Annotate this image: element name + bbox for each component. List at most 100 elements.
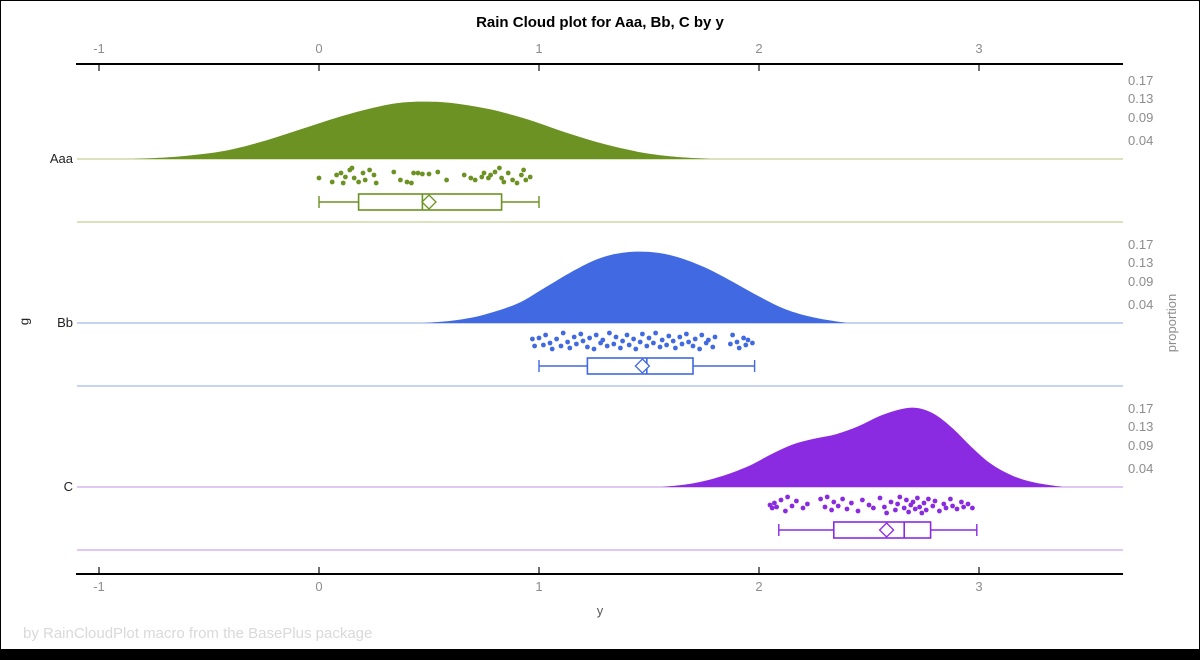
rain-point-c [941,501,947,507]
proportion-tick-label: 0.09 [1128,438,1154,453]
rain-point-aaa [479,174,485,180]
rain-point-c [917,504,922,510]
rain-point-bb [710,344,716,350]
rain-point-bb [549,346,555,352]
rain-point-bb [690,343,696,349]
rain-point-c [930,503,936,509]
rain-point-aaa [519,172,524,178]
rain-point-aaa [362,177,368,183]
rain-point-aaa [391,169,397,175]
rain-point-c [778,497,784,503]
rain-point-bb [679,341,685,347]
rain-point-aaa [316,175,322,181]
rain-point-bb [611,341,617,347]
rain-point-bb [618,345,623,351]
rain-point-c [877,495,883,501]
footer-credit: by RainCloudPlot macro from the BasePlus… [23,625,373,642]
proportion-tick-label: 0.13 [1128,419,1154,434]
rain-point-bb [659,337,665,343]
rain-point-aaa [435,169,441,175]
rain-point-bb [541,342,546,348]
rain-point-c [840,496,845,502]
rain-point-aaa [351,175,357,181]
rain-point-c [822,504,828,510]
bottom-black-bar [1,649,1199,659]
rain-point-bb [736,345,742,351]
rain-point-aaa [398,177,403,183]
rain-point-c [954,506,960,512]
rain-point-c [794,498,799,504]
rain-point-aaa [340,180,346,186]
rain-point-aaa [468,175,474,181]
rain-point-c [915,495,920,501]
y-axis-label-left: g [16,317,32,326]
rain-point-aaa [505,170,511,176]
rain-point-c [866,502,872,508]
y-axis-label-right: proportion [1164,293,1179,353]
rain-point-bb [673,345,678,351]
rain-point-c [919,510,925,516]
rain-point-aaa [338,170,344,176]
rain-point-bb [750,340,755,346]
rain-point-bb [567,345,573,351]
rain-point-c [783,508,788,514]
rain-point-aaa [409,180,414,186]
rain-point-bb [730,332,735,338]
group-label-aaa: Aaa [49,151,73,166]
rain-point-c [882,504,887,510]
rain-point-c [950,503,955,509]
proportion-tick-label: 0.13 [1128,91,1154,106]
rain-point-aaa [481,170,487,176]
proportion-tick-label: 0.09 [1128,274,1154,289]
rain-point-bb [565,339,570,345]
group-label-bb: Bb [57,315,73,330]
rain-point-bb [653,330,658,336]
x-tick-label-bottom: 3 [975,579,983,594]
rain-point-bb [558,343,564,349]
density-cloud-aaa [132,101,711,159]
rain-point-c [906,509,911,515]
rain-point-bb [686,339,691,345]
rain-point-aaa [367,167,372,173]
density-cloud-bb [424,251,847,323]
rain-point-aaa [444,177,449,183]
proportion-tick-label: 0.13 [1128,255,1154,270]
rain-point-aaa [514,180,520,186]
rain-point-aaa [501,179,507,185]
rain-point-c [785,494,790,500]
rain-point-aaa [334,172,339,178]
rain-point-c [937,508,942,514]
proportion-tick-label: 0.17 [1128,401,1154,416]
rain-point-c [893,507,898,513]
rain-point-c [932,498,938,504]
mean-diamond-aaa [421,194,437,210]
rain-point-c [829,507,834,513]
rain-point-bb [591,346,597,352]
rain-point-bb [644,343,650,349]
x-tick-label-bottom: 2 [755,579,763,594]
rain-point-aaa [411,170,416,176]
rain-point-c [831,499,837,505]
rain-point-c [805,501,810,507]
rain-point-c [895,501,900,507]
rain-point-c [904,497,909,503]
rain-point-bb [600,337,606,343]
rain-point-bb [604,343,610,349]
proportion-tick-label: 0.17 [1128,237,1154,252]
rain-point-c [824,494,830,500]
rain-point-bb [697,346,702,352]
rain-point-bb [536,335,542,341]
rain-point-bb [571,334,577,340]
rain-point-c [849,500,854,506]
rain-point-c [923,507,929,513]
rain-point-bb [574,341,579,347]
rain-point-bb [631,336,636,342]
rain-point-bb [620,338,625,344]
rain-point-c [818,496,823,502]
proportion-tick-label: 0.04 [1128,461,1154,476]
rain-point-bb [633,346,639,352]
rain-point-bb [578,331,584,337]
rain-point-bb [646,335,652,341]
rain-point-bb [651,340,656,346]
